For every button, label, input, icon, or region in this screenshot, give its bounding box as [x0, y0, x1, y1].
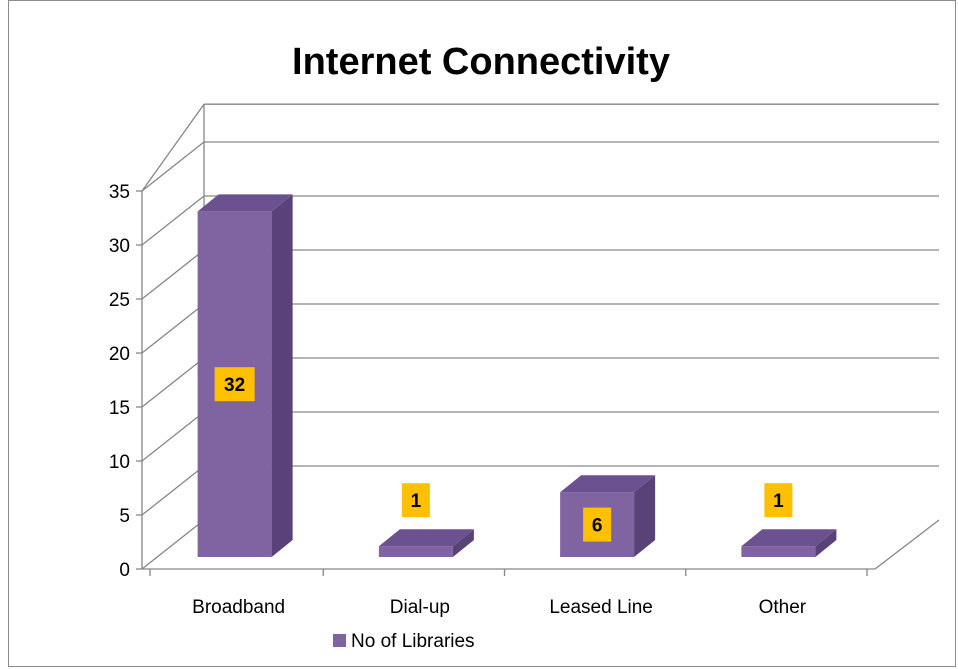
y-tick-label: 5 [119, 506, 130, 527]
data-labels: 32 1 6 1 [214, 367, 793, 542]
y-tick-label: 0 [119, 560, 130, 581]
bar-side [815, 529, 837, 557]
legend-swatch [333, 634, 346, 647]
gridline-side [141, 249, 205, 300]
legend: No of Libraries [333, 631, 475, 652]
gridline-side [141, 411, 205, 462]
x-tick-label: Leased Line [549, 597, 653, 618]
chart-svg: Internet Connectivity 0 5 10 15 20 25 30 35 Broa… [109, 41, 940, 652]
y-tick-label: 15 [109, 398, 130, 419]
bar-side [452, 529, 474, 557]
bar-side [271, 194, 293, 557]
y-tick-label: 30 [109, 236, 130, 257]
data-label: 1 [773, 491, 784, 512]
x-tick-label: Broadband [192, 597, 285, 618]
bars [197, 194, 837, 557]
x-tick-label: Dial-up [390, 597, 450, 618]
bar-top [197, 194, 293, 212]
y-tick-label: 20 [109, 344, 130, 365]
bar-top [741, 529, 837, 547]
gridline-side [141, 303, 205, 354]
gridline-side [141, 195, 205, 246]
data-label-bg [214, 367, 255, 402]
bar [378, 546, 453, 557]
bar-top [560, 475, 656, 493]
data-label-bg [401, 483, 430, 518]
bar-side [634, 475, 656, 557]
chart-title: Internet Connectivity [292, 41, 670, 83]
axes: 0 5 10 15 20 25 30 35 Broadband Dial-up Leased Lin… [109, 182, 940, 618]
y-tick-label: 25 [109, 290, 130, 311]
gridline-side [141, 357, 205, 408]
chart-frame: Internet Connectivity 0 5 10 15 20 25 30 35 Broa… [8, 0, 956, 667]
bar-top [378, 529, 474, 547]
gridline-side [141, 141, 205, 192]
legend-label: No of Libraries [351, 631, 475, 652]
bar [741, 546, 816, 557]
x-tick-label: Other [759, 597, 807, 618]
gridline-side [141, 519, 205, 570]
data-label: 1 [411, 491, 422, 512]
data-label-bg [764, 483, 793, 518]
floor-right-edge [874, 519, 940, 570]
y-tick-label: 10 [109, 452, 130, 473]
y-tick-label: 35 [109, 182, 130, 203]
data-label: 32 [224, 375, 245, 396]
gridline-side [141, 465, 205, 516]
data-label: 6 [592, 516, 603, 537]
wall-top-side [141, 103, 205, 192]
data-label-bg [583, 507, 612, 542]
